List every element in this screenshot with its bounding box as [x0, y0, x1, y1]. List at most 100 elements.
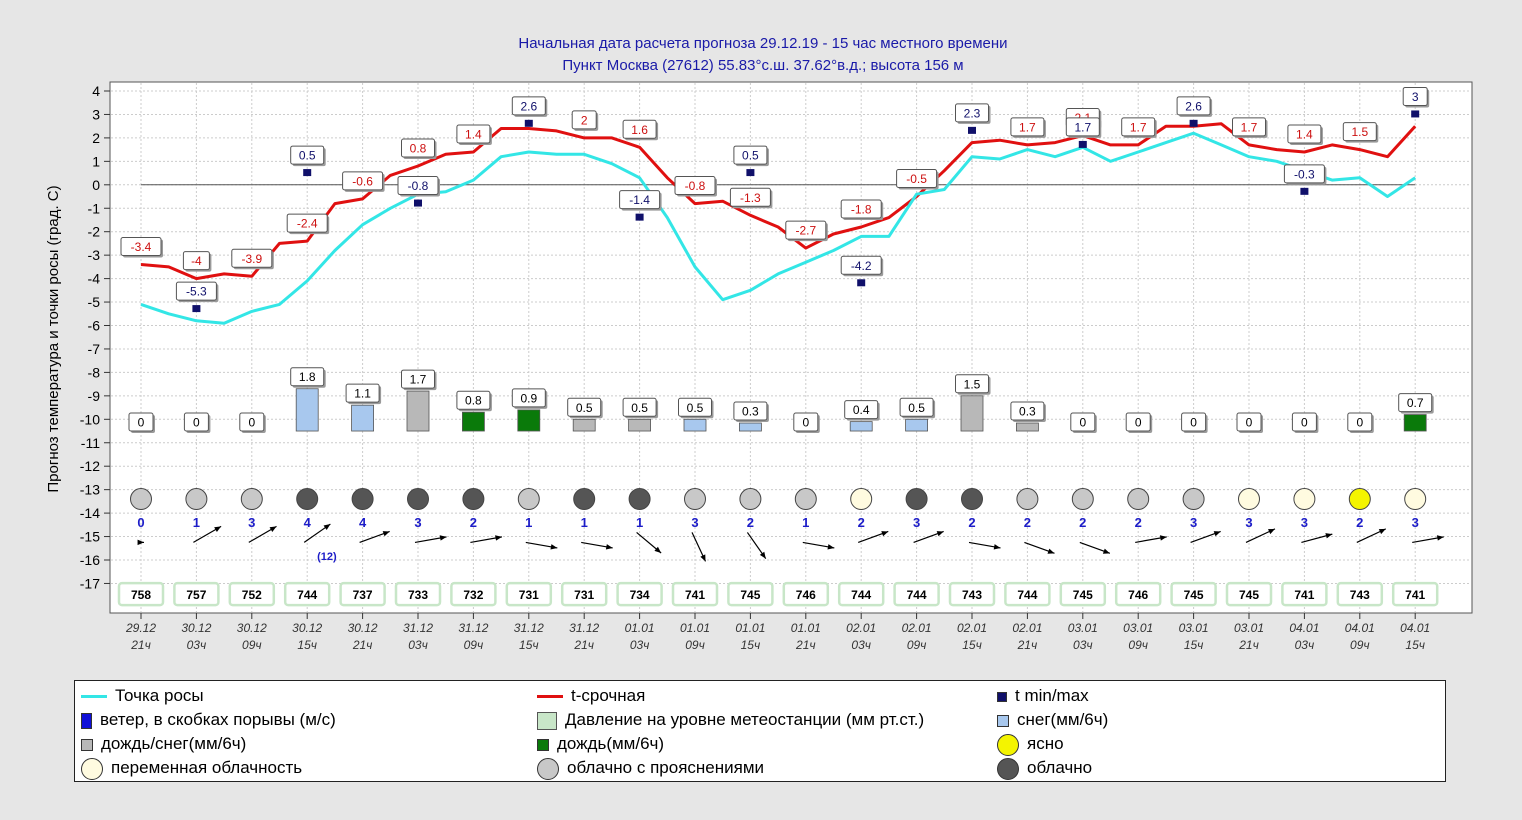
legend-label: дождь/снег(мм/6ч)	[101, 734, 247, 753]
value-label: 1.7	[1241, 120, 1258, 134]
x-tick-date: 01.01	[735, 621, 765, 635]
tminmax-marker	[1189, 119, 1198, 127]
temp-line-swatch	[537, 695, 563, 699]
tminmax-label: 3	[1402, 86, 1430, 108]
label-box	[899, 397, 934, 417]
pressure-box-frame	[1336, 581, 1384, 607]
pressure-box: 745	[1059, 581, 1107, 607]
precip-label: 0	[1236, 412, 1263, 434]
value-label: 3	[1412, 90, 1419, 104]
wind-arrow-head	[1102, 548, 1110, 554]
rain-bar	[461, 411, 485, 432]
plot-area	[109, 81, 1473, 614]
temp-label: 1.5	[1342, 122, 1379, 143]
value-label: -3.4	[131, 240, 152, 254]
y-axis-label: Прогноз температура и точки росы (град. …	[45, 185, 62, 492]
x-tick-hour: 03ч	[851, 638, 871, 652]
label-box	[840, 255, 882, 275]
precip-label: 0.3	[1010, 401, 1046, 423]
pressure-box: 752	[228, 581, 276, 607]
legend-label: Точка росы	[115, 686, 204, 705]
tminmax-marker	[857, 279, 866, 287]
value-label: 0.8	[410, 142, 427, 156]
cloudy-icon	[351, 488, 374, 511]
partly-icon	[1182, 488, 1205, 511]
y-tick-label: -17	[80, 575, 100, 591]
wind-speed: 2	[747, 515, 754, 530]
pressure-value: 741	[685, 588, 705, 602]
pressure-box-frame	[616, 581, 663, 607]
temp-label: 1.6	[622, 119, 659, 141]
value-label: 0	[1246, 416, 1253, 430]
value-label: 2.6	[1185, 99, 1202, 113]
y-tick-label: -6	[88, 318, 101, 334]
pressure-value: 744	[907, 588, 927, 602]
wind-speed: 3	[691, 515, 698, 530]
tminmax-marker	[968, 126, 976, 134]
precip-label: 1.8	[290, 367, 326, 388]
x-tick-date: 29.12	[125, 621, 156, 635]
temp-label: -3.9	[231, 248, 274, 270]
pressure-box-frame	[893, 581, 940, 607]
y-tick-label: -15	[80, 529, 100, 545]
value-label: 1.7	[1074, 120, 1091, 134]
tminmax-marker	[1300, 187, 1309, 195]
label-box	[231, 248, 273, 268]
value-label: 0.5	[299, 149, 316, 163]
wind-speed: 1	[193, 515, 200, 530]
y-tick-label: -7	[88, 341, 101, 357]
temp-label: 1.7	[1010, 117, 1046, 138]
pressure-box-frame	[283, 581, 331, 607]
precip-label: 0.3	[733, 401, 769, 423]
legend-label: Давление на уровне метеостанции (мм рт.с…	[565, 710, 925, 729]
x-tick-hour: 21ч	[352, 638, 373, 652]
label-box	[456, 390, 491, 410]
label-box	[1125, 412, 1151, 432]
value-label: -1.3	[740, 191, 761, 205]
dew-point-line	[140, 131, 1417, 325]
pressure-value: 734	[630, 588, 650, 602]
label-box	[1287, 124, 1322, 144]
precip-label: 0	[1125, 412, 1153, 434]
x-tick-date: 03.01	[1234, 621, 1264, 635]
wind-arrow-head	[759, 551, 766, 559]
value-label: 0.4	[853, 403, 870, 417]
value-label: -0.5	[906, 172, 927, 186]
wind-arrow-head	[827, 544, 835, 550]
legend-item-dew: Точка росы	[81, 685, 204, 707]
value-label: 1.5	[964, 377, 981, 391]
temp-label: -1.8	[840, 199, 884, 221]
cloudy-icon	[407, 488, 429, 511]
wind-speed: 1	[636, 515, 643, 530]
mixed-bar	[572, 418, 596, 432]
value-label: 0.5	[908, 401, 925, 415]
tminmax-marker	[746, 169, 755, 177]
label-box	[1070, 412, 1096, 432]
pressure-box-frame	[339, 581, 386, 607]
label-box	[1176, 96, 1211, 116]
mixed-bar	[628, 418, 651, 432]
x-tick-date: 30.12	[181, 621, 211, 635]
tminmax-marker	[303, 169, 312, 177]
pressure-value: 741	[1294, 588, 1314, 602]
wind-arrow-head	[214, 526, 222, 532]
wind-arrow-head	[1159, 535, 1167, 541]
pressure-value: 757	[186, 588, 206, 602]
label-box	[456, 124, 491, 144]
x-tick-hour: 03ч	[408, 638, 428, 652]
pressure-box-frame	[1114, 581, 1162, 607]
value-label: 1.7	[1019, 120, 1036, 134]
legend-label: облачно с прояснениями	[567, 758, 765, 777]
snow-bar	[295, 388, 319, 432]
y-tick-label: -12	[80, 458, 100, 474]
precip-label: 0	[793, 412, 820, 434]
pressure-box: 741	[1281, 581, 1328, 607]
precip-label: 0.5	[622, 397, 659, 419]
label-box	[1232, 117, 1266, 137]
value-labels: -3.4 -4 -3.9 -2.4 -0.6 0.8 1.4 2 1.6 -0.8 -1.3 -2.7…	[120, 86, 1430, 313]
partly-icon	[517, 488, 540, 511]
pressure-boxes: 758 757 752 744 737 733 732 731 731 734 741 745 746 7…	[117, 581, 1439, 607]
label-box	[733, 145, 768, 165]
x-tick-hour: 15ч	[962, 638, 982, 652]
pressure-box-frame	[173, 581, 220, 607]
